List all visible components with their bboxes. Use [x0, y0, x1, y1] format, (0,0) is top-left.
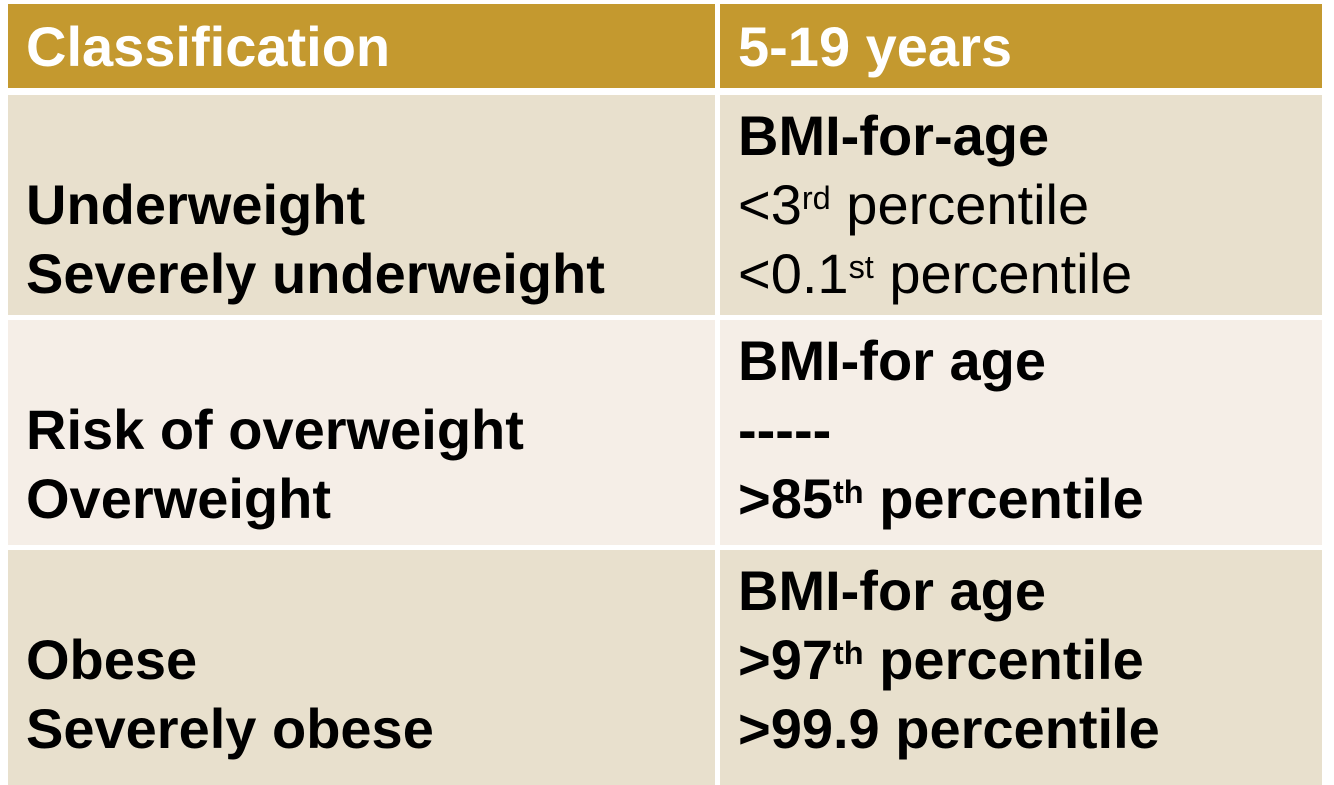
ordinal-suffix: st [848, 249, 874, 286]
header-cell-classification: Classification [8, 4, 715, 88]
blank-line [26, 326, 715, 395]
classification-label: Overweight [26, 467, 331, 530]
cell-criteria-obese: BMI-for age >97th percentile >99.9 perce… [720, 550, 1322, 785]
cell-criteria-underweight: BMI-for-age <3rd percentile <0.1st perce… [720, 95, 1322, 315]
table-row-obese: Obese Severely obese BMI-for age >97th p… [8, 550, 1322, 785]
criteria-heading: BMI-for age [738, 559, 1046, 622]
blank-line [26, 556, 715, 625]
cell-classification-underweight: Underweight Severely underweight [8, 95, 715, 315]
ordinal-suffix: th [833, 474, 864, 511]
ordinal-suffix: th [833, 635, 864, 672]
criteria-value: >99.9 percentile [738, 697, 1160, 760]
ordinal-suffix: rd [801, 180, 831, 217]
cell-classification-overweight: Risk of overweight Overweight [8, 320, 715, 545]
criteria-dashes: ----- [738, 398, 832, 461]
criteria-heading: BMI-for-age [738, 104, 1050, 167]
classification-label: Underweight [26, 173, 366, 236]
table-row-underweight: Underweight Severely underweight BMI-for… [8, 95, 1322, 315]
header-cell-age-group: 5-19 years [720, 4, 1322, 88]
criteria-value: >85th percentile [738, 467, 1144, 530]
classification-label: Severely obese [26, 697, 434, 760]
cell-criteria-overweight: BMI-for age ----- >85th percentile [720, 320, 1322, 545]
criteria-value: <3rd percentile [738, 173, 1090, 236]
header-label-classification: Classification [26, 14, 391, 78]
bmi-classification-table: Classification 5-19 years Underweight Se… [8, 4, 1322, 785]
header-label-age-group: 5-19 years [738, 14, 1013, 78]
table-row-overweight: Risk of overweight Overweight BMI-for ag… [8, 320, 1322, 545]
table-header-row: Classification 5-19 years [8, 4, 1322, 88]
criteria-heading: BMI-for age [738, 329, 1046, 392]
classification-label: Risk of overweight [26, 398, 524, 461]
classification-label: Obese [26, 628, 198, 691]
cell-classification-obese: Obese Severely obese [8, 550, 715, 785]
criteria-value: <0.1st percentile [738, 242, 1133, 305]
blank-line [26, 101, 715, 170]
criteria-value: >97th percentile [738, 628, 1144, 691]
classification-label: Severely underweight [26, 242, 605, 305]
